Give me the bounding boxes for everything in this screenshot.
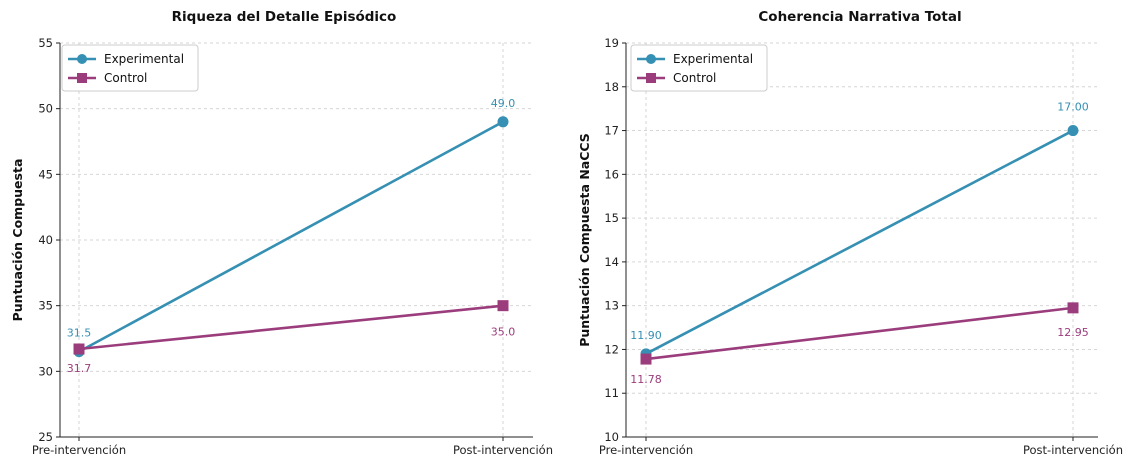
legend: Experimental Control: [630, 44, 768, 92]
y-tick-label: 16: [604, 167, 619, 181]
data-point-control: [73, 343, 85, 355]
series-line-experimental: [78, 120, 504, 353]
y-tick-label: 15: [604, 211, 619, 225]
y-tick-label: 40: [38, 233, 53, 247]
series-line-experimental: [645, 129, 1074, 355]
legend-marker-circle: [646, 54, 656, 64]
chart-title: Riqueza del Detalle Episódico: [172, 9, 397, 25]
data-point-experimental: [497, 116, 509, 128]
chart-panel-1: 25 30 35 40 45 50 55 Pre-intervención Post-inter…: [10, 9, 553, 457]
y-tick-label: 18: [604, 80, 619, 94]
legend-marker-square: [646, 73, 656, 83]
chart-panel-2: 10 11 12 13 14 15 16 17 18 19 Pre-intervención Post…: [577, 9, 1123, 457]
legend-marker-square: [77, 73, 87, 83]
y-tick-label: 35: [38, 299, 53, 313]
x-tick-label: Post-intervención: [453, 443, 553, 457]
legend-label: Control: [673, 71, 716, 85]
series-line-control: [78, 304, 504, 351]
legend: Experimental Control: [61, 44, 199, 92]
y-tick-label: 17: [604, 124, 619, 138]
data-point-control: [640, 353, 652, 365]
data-label: 11.78: [630, 373, 662, 386]
y-tick-label: 19: [604, 36, 619, 50]
data-point-experimental: [1067, 125, 1079, 137]
legend-box: [630, 44, 768, 92]
chart-title: Coherencia Narrativa Total: [758, 9, 961, 25]
y-tick-label: 13: [604, 299, 619, 313]
x-tick-label: Post-intervención: [1023, 443, 1123, 457]
legend-label: Control: [104, 71, 147, 85]
data-label: 35.0: [491, 326, 516, 339]
data-label: 17.00: [1057, 101, 1089, 114]
legend-label: Experimental: [104, 52, 184, 66]
y-tick-label: 11: [604, 386, 619, 400]
legend-box: [61, 44, 199, 92]
data-label: 11.90: [630, 329, 662, 342]
y-tick-label: 14: [604, 255, 619, 269]
x-tick-label: Pre-intervención: [32, 443, 126, 457]
y-tick-label: 55: [38, 36, 53, 50]
y-tick-label: 45: [38, 167, 53, 181]
y-tick-label: 30: [38, 364, 53, 378]
data-point-control: [1067, 302, 1079, 314]
data-label: 49.0: [491, 97, 516, 110]
data-label: 31.7: [67, 362, 92, 375]
series-line-control: [645, 306, 1074, 361]
data-point-control: [497, 300, 509, 312]
legend-marker-circle: [77, 54, 87, 64]
y-tick-label: 10: [604, 430, 619, 444]
y-axis-label: Puntuación Compuesta NaCCS: [577, 133, 592, 347]
x-tick-label: Pre-intervención: [599, 443, 693, 457]
y-tick-label: 12: [604, 342, 619, 356]
legend-label: Experimental: [673, 52, 753, 66]
data-label: 12.95: [1057, 326, 1089, 339]
y-tick-label: 50: [38, 102, 53, 116]
y-tick-label: 25: [38, 430, 53, 444]
data-label: 31.5: [67, 327, 92, 340]
y-axis-label: Puntuación Compuesta: [10, 159, 25, 322]
